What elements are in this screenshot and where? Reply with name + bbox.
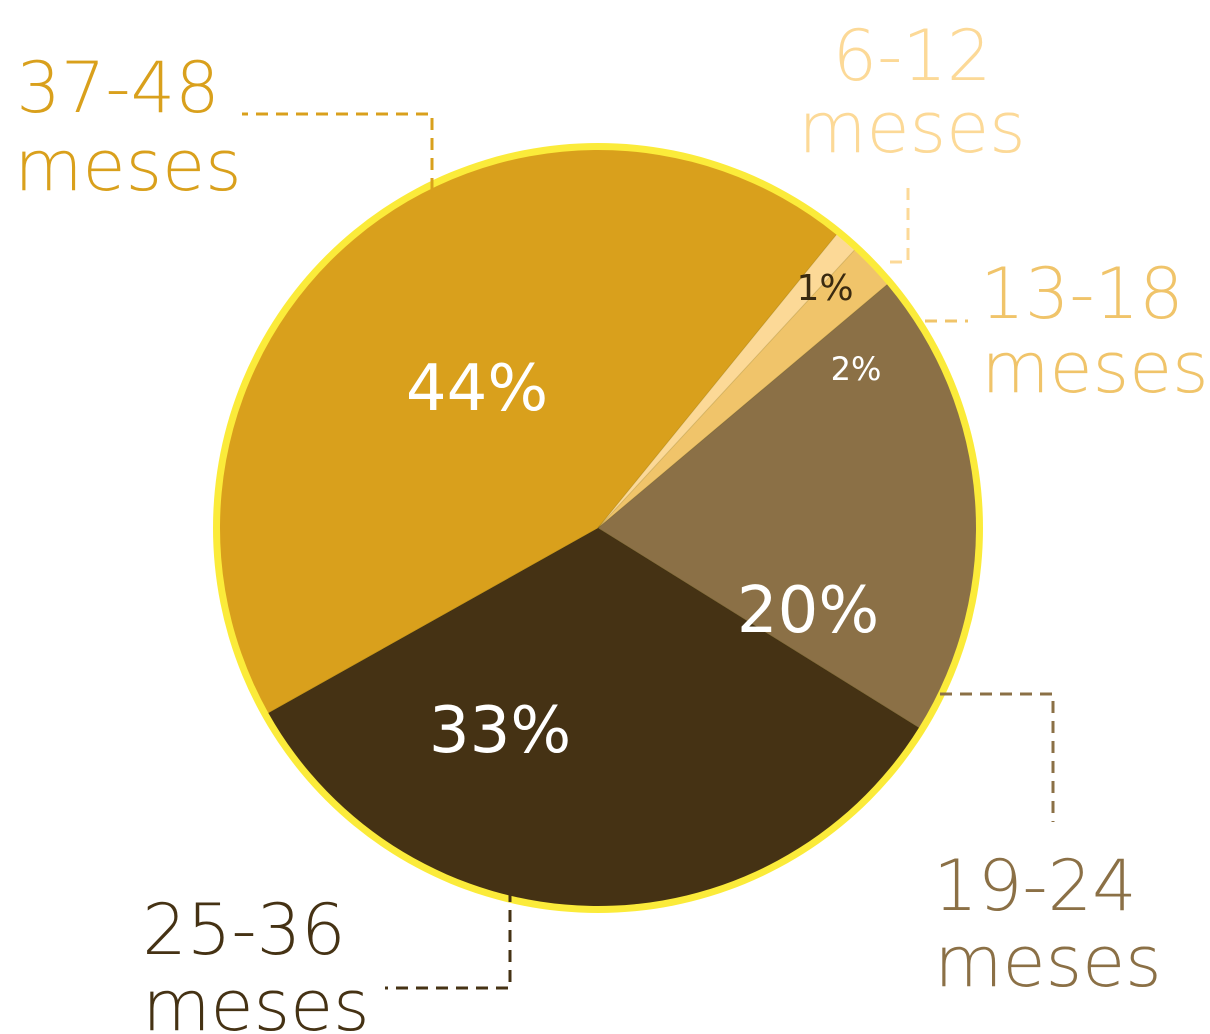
category-label-line2: meses bbox=[14, 125, 241, 207]
percent-label: 33% bbox=[429, 694, 571, 768]
percent-label: 20% bbox=[737, 574, 879, 648]
percent-label: 44% bbox=[406, 352, 548, 426]
category-label-line1: 13-18 bbox=[980, 253, 1183, 335]
leader-line-25-36 bbox=[385, 890, 512, 990]
category-label-line1: 37-48 bbox=[16, 47, 219, 129]
slice-divider bbox=[597, 249, 855, 529]
pie-slice-25-36 bbox=[268, 528, 919, 906]
slice-dividers bbox=[268, 234, 920, 729]
category-label-line1: 19-24 bbox=[933, 845, 1136, 927]
leader-line-37-48 bbox=[242, 112, 434, 190]
pie-slice-13-18 bbox=[598, 250, 888, 528]
slice-divider bbox=[597, 527, 920, 729]
category-label-line2: meses bbox=[934, 921, 1161, 1003]
category-label-line1: 25-36 bbox=[142, 889, 345, 971]
pie-slice-19-24 bbox=[598, 284, 976, 728]
callout-labels: 6-12meses13-18meses19-24meses25-36meses3… bbox=[14, 15, 1208, 1034]
callout-leaders bbox=[242, 112, 1055, 990]
leader-line-6-12 bbox=[890, 182, 910, 264]
percent-label: 1% bbox=[796, 268, 853, 309]
category-label-line2: meses bbox=[798, 87, 1025, 169]
category-label-line1: 6-12 bbox=[833, 15, 992, 97]
pie-slice-37-48 bbox=[219, 149, 837, 713]
slice-divider bbox=[597, 234, 837, 529]
leader-line-19-24 bbox=[940, 692, 1055, 822]
pie-slice-6-12 bbox=[598, 234, 855, 528]
pie-slices bbox=[219, 149, 976, 906]
category-label-line2: meses bbox=[142, 965, 369, 1034]
percent-label: 2% bbox=[831, 350, 882, 388]
percent-labels: 1% 2% 20% 33% 44% bbox=[406, 268, 882, 768]
category-label-line2: meses bbox=[981, 327, 1208, 409]
slice-divider bbox=[268, 527, 599, 714]
slice-divider bbox=[597, 284, 888, 529]
